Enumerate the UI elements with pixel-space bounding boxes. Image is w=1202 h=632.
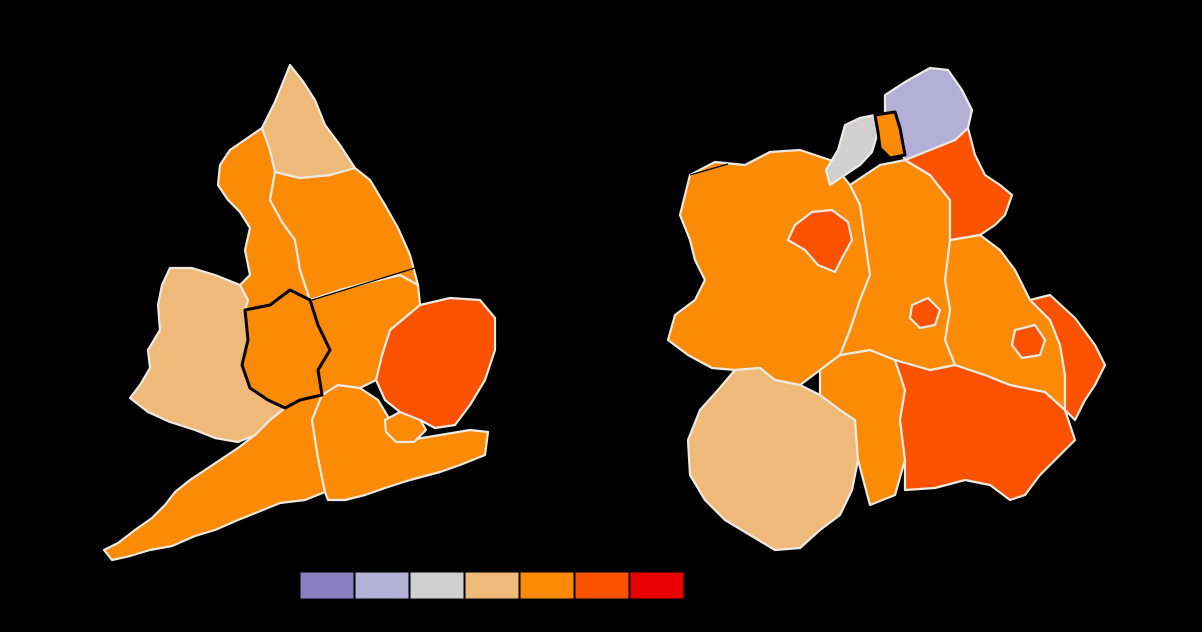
right-region-inner-north-enclave (786, 208, 854, 274)
right-region-east-small-area (1010, 323, 1047, 360)
right-connector-line (689, 163, 729, 176)
legend-swatch-3 (409, 571, 465, 600)
right-highlight-outline (873, 110, 907, 160)
right-region-western-area (666, 148, 872, 387)
right-region-east-coast-area (1028, 293, 1107, 422)
left-region-east-of-england (374, 296, 497, 430)
left-connector-line (311, 267, 416, 301)
right-region-south-west-area (686, 366, 860, 552)
left-map (102, 63, 497, 562)
color-legend (299, 571, 685, 600)
legend-swatch-5 (519, 571, 575, 600)
left-highlight-outline (240, 288, 332, 410)
legend-swatch-4 (464, 571, 520, 600)
right-map (666, 66, 1107, 552)
legend-swatch-6 (574, 571, 630, 600)
legend-swatch-2 (354, 571, 410, 600)
legend-swatch-7 (629, 571, 685, 600)
left-region-north-east (260, 63, 357, 180)
right-region-north-west-area (824, 113, 880, 187)
right-region-central-small-area (908, 296, 942, 330)
left-region-south-west (102, 393, 327, 562)
legend-swatch-1 (299, 571, 355, 600)
